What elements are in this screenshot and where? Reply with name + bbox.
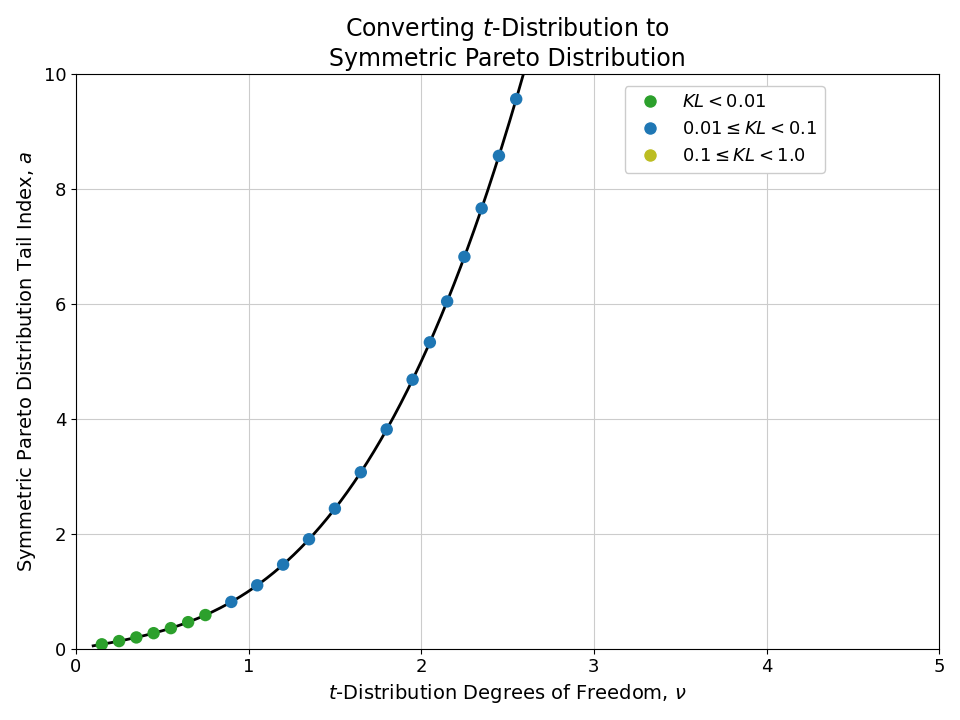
Point bbox=[526, 32, 541, 44]
Legend: $KL < 0.01$, $0.01 \leq KL < 0.1$, $0.1 \leq KL < 1.0$: $KL < 0.01$, $0.01 \leq KL < 0.1$, $0.1 … bbox=[625, 86, 825, 173]
Point bbox=[457, 251, 472, 263]
X-axis label: $t$-Distribution Degrees of Freedom, $\nu$: $t$-Distribution Degrees of Freedom, $\n… bbox=[328, 682, 687, 705]
Point bbox=[276, 559, 291, 570]
Point bbox=[224, 596, 239, 608]
Point bbox=[301, 534, 317, 545]
Point bbox=[180, 616, 196, 628]
Point bbox=[440, 296, 455, 307]
Point bbox=[198, 609, 213, 621]
Point bbox=[509, 94, 524, 105]
Point bbox=[146, 627, 161, 639]
Point bbox=[379, 423, 395, 435]
Point bbox=[353, 467, 369, 478]
Point bbox=[422, 336, 438, 348]
Point bbox=[474, 202, 490, 214]
Point bbox=[163, 622, 179, 634]
Point bbox=[94, 639, 109, 650]
Point bbox=[405, 374, 420, 385]
Point bbox=[492, 150, 507, 161]
Point bbox=[129, 631, 144, 643]
Y-axis label: Symmetric Pareto Distribution Tail Index, $a$: Symmetric Pareto Distribution Tail Index… bbox=[15, 150, 38, 572]
Point bbox=[111, 635, 127, 647]
Point bbox=[327, 503, 343, 514]
Point bbox=[250, 580, 265, 591]
Title: Converting $t$-Distribution to
Symmetric Pareto Distribution: Converting $t$-Distribution to Symmetric… bbox=[329, 15, 686, 71]
